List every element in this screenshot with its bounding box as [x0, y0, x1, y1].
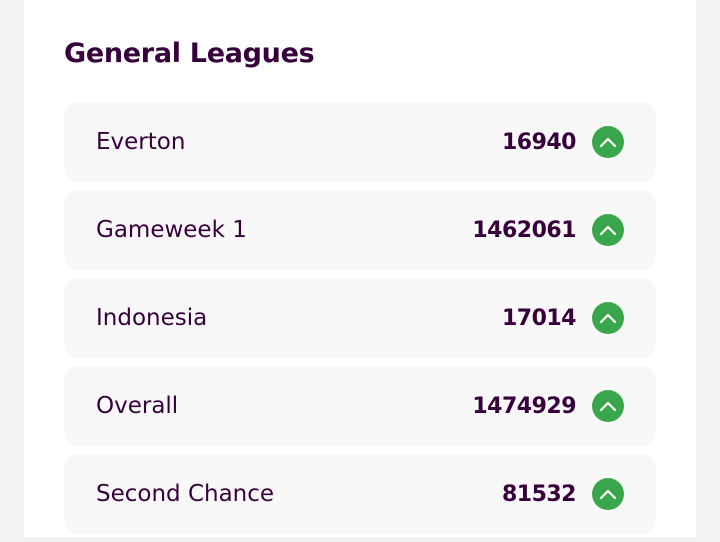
league-name: Gameweek 1 — [96, 217, 247, 243]
chevron-up-icon — [592, 214, 624, 246]
chevron-up-icon — [592, 302, 624, 334]
chevron-up-icon — [592, 126, 624, 158]
league-rank: 17014 — [501, 305, 577, 331]
general-leagues-card: General Leagues Everton 16940 Gameweek 1… — [24, 0, 696, 537]
league-name: Overall — [96, 393, 179, 419]
league-name: Second Chance — [96, 481, 275, 507]
league-list: Everton 16940 Gameweek 1 1462061 Indones… — [64, 102, 656, 542]
league-row-indonesia[interactable]: Indonesia 17014 — [64, 278, 656, 358]
section-title: General Leagues — [64, 38, 315, 69]
chevron-up-icon — [592, 478, 624, 510]
league-rank: 16940 — [501, 129, 577, 155]
league-row-second-chance[interactable]: Second Chance 81532 — [64, 454, 656, 534]
league-name: Indonesia — [96, 305, 208, 331]
chevron-up-icon — [592, 390, 624, 422]
league-rank: 81532 — [501, 481, 577, 507]
league-row-everton[interactable]: Everton 16940 — [64, 102, 656, 182]
league-name: Everton — [96, 129, 186, 155]
league-rank: 1462061 — [472, 217, 576, 243]
league-row-overall[interactable]: Overall 1474929 — [64, 366, 656, 446]
league-rank: 1474929 — [472, 393, 576, 419]
league-row-gameweek-1[interactable]: Gameweek 1 1462061 — [64, 190, 656, 270]
